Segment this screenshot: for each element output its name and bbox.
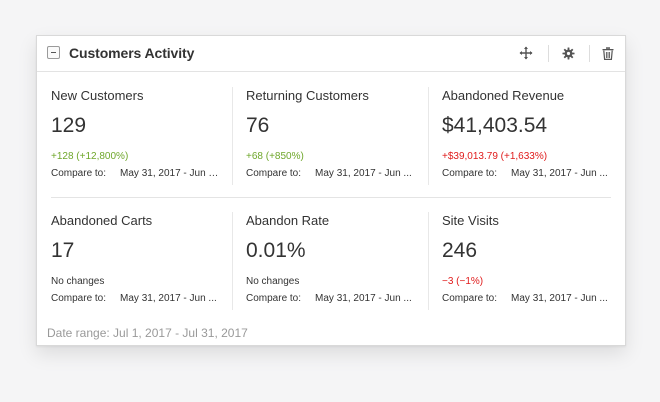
compare-range: May 31, 2017 - Jun ... [120,293,217,304]
move-icon[interactable] [518,45,534,61]
date-range: Date range: Jul 1, 2017 - Jul 31, 2017 [47,326,248,340]
metric-change: No changes [51,276,105,287]
metric-compare: Compare to: May 31, 2017 - Jun ... [442,293,610,304]
header-divider [548,45,549,62]
metric-label: Returning Customers [246,88,369,103]
compare-range: May 31, 2017 - Jun ... [511,168,608,179]
metric-label: New Customers [51,88,144,103]
metric-compare: Compare to: May 31, 2017 - Jun ... [51,293,219,304]
metric-abandoned-carts: Abandoned Carts 17 No changes Compare to… [51,213,231,313]
compare-range: May 31, 2017 - Jun ... [315,293,412,304]
metric-value: 17 [51,239,75,262]
metric-value: 246 [442,239,478,262]
collapse-icon[interactable] [47,46,60,59]
metric-new-customers: New Customers 129 +128 (+12,800%) Compar… [51,88,231,188]
metric-label: Abandoned Revenue [442,88,565,103]
metric-abandon-rate: Abandon Rate 0.01% No changes Compare to… [246,213,426,313]
column-divider [232,87,233,185]
metric-label: Abandon Rate [246,213,330,228]
metric-change: +128 (+12,800%) [51,151,129,162]
compare-label: Compare to: [51,168,107,179]
compare-label: Compare to: [246,168,302,179]
row-divider [51,197,611,198]
customers-activity-widget: Customers Activity [36,35,626,346]
metric-change: No changes [246,276,300,287]
metric-abandoned-revenue: Abandoned Revenue $41,403.54 +$39,013.79… [442,88,622,188]
metric-compare: Compare to: May 31, 2017 - Jun ... [442,168,610,179]
compare-range: May 31, 2017 - Jun 3... [120,168,219,179]
metric-change: +68 (+850%) [246,151,304,162]
column-divider [428,87,429,185]
compare-label: Compare to: [246,293,302,304]
metric-value: 76 [246,114,270,137]
compare-range: May 31, 2017 - Jun ... [511,293,608,304]
trash-icon[interactable] [600,45,616,61]
metric-value: $41,403.54 [442,114,548,137]
widget-header: Customers Activity [37,36,625,72]
metric-value: 0.01% [246,239,306,262]
column-divider [428,212,429,310]
metric-change: −3 (−1%) [442,276,484,287]
metric-value: 129 [51,114,87,137]
metric-change: +$39,013.79 (+1,633%) [442,151,548,162]
metric-compare: Compare to: May 31, 2017 - Jun ... [246,293,414,304]
compare-label: Compare to: [442,293,498,304]
metric-compare: Compare to: May 31, 2017 - Jun 3... [51,168,219,179]
gear-icon[interactable] [560,45,576,61]
widget-title: Customers Activity [69,45,195,61]
metric-label: Abandoned Carts [51,213,153,228]
compare-label: Compare to: [51,293,107,304]
header-divider [589,45,590,62]
metric-site-visits: Site Visits 246 −3 (−1%) Compare to: May … [442,213,622,313]
metric-returning-customers: Returning Customers 76 +68 (+850%) Compa… [246,88,426,188]
compare-range: May 31, 2017 - Jun ... [315,168,412,179]
metric-label: Site Visits [442,213,499,228]
metric-compare: Compare to: May 31, 2017 - Jun ... [246,168,414,179]
column-divider [232,212,233,310]
compare-label: Compare to: [442,168,498,179]
